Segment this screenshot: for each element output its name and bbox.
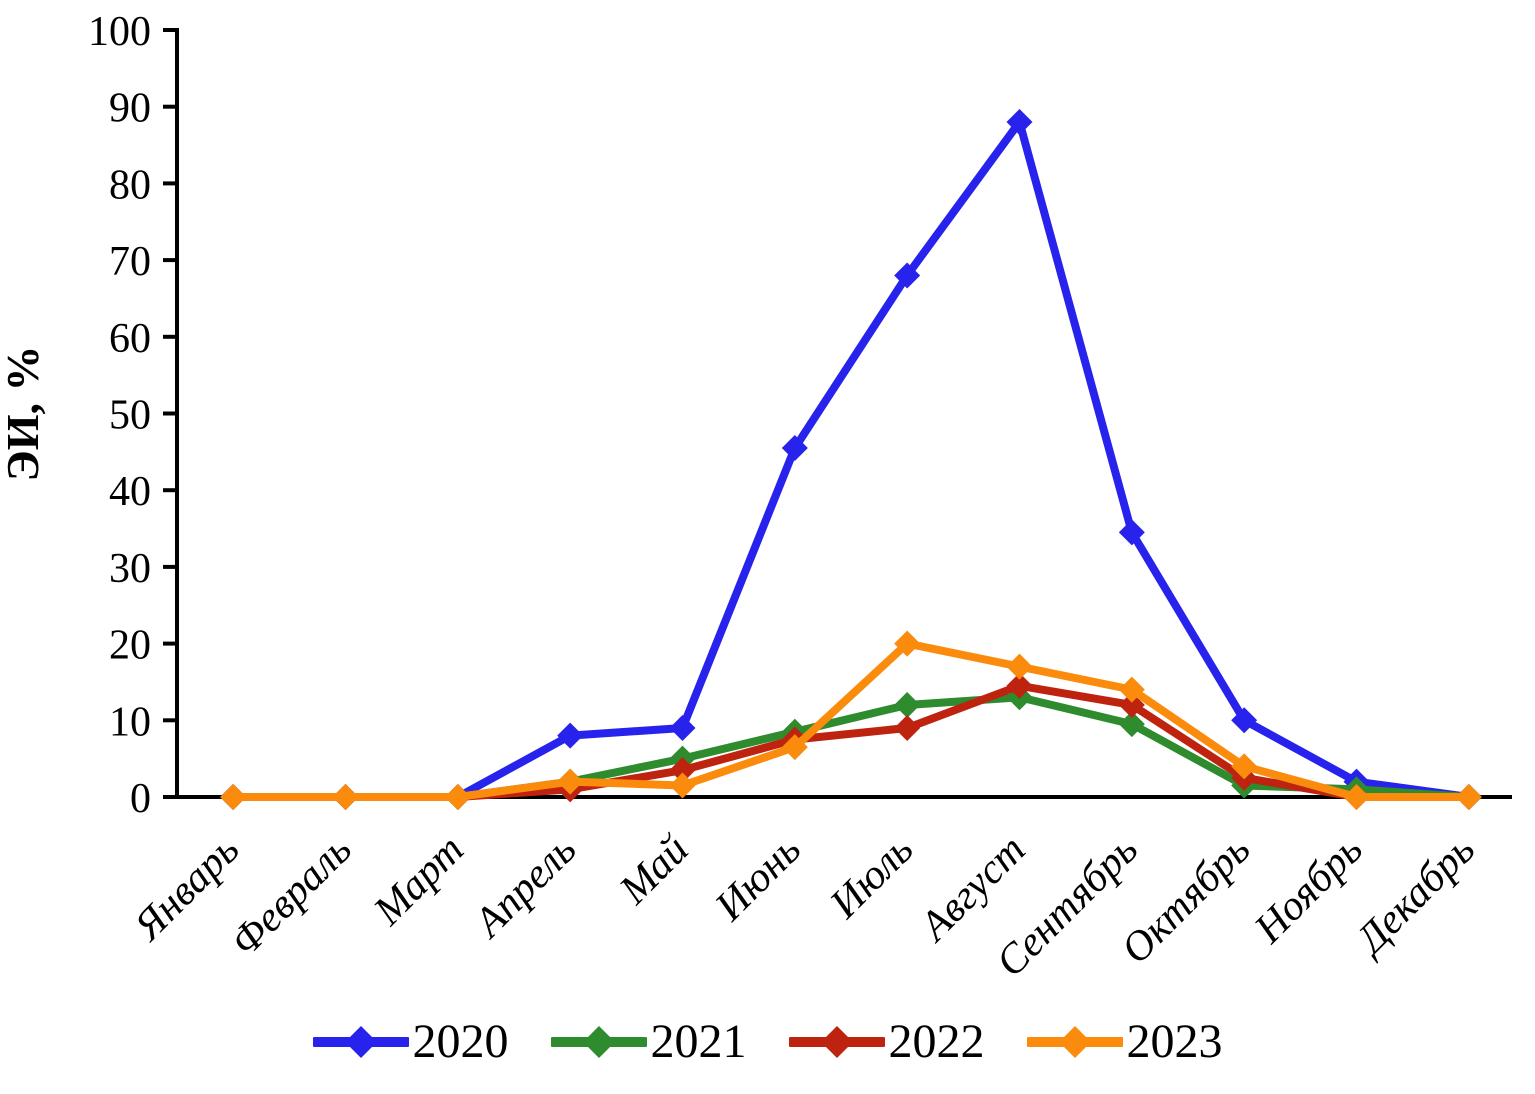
legend-marker-2022-icon: [788, 1026, 885, 1058]
y-tick-label: 100: [88, 9, 151, 55]
legend: 2020 2021 2022 2023: [0, 1018, 1535, 1066]
series-marker-2020-Апрель: [557, 722, 584, 749]
series-marker-2021-Июль: [894, 691, 921, 718]
legend-item-2022: 2022: [788, 1015, 985, 1068]
x-tick-label: Февраль: [222, 827, 361, 966]
y-tick-label: 60: [109, 316, 151, 362]
series-marker-2023-Август: [1006, 653, 1033, 680]
y-tick-label: 90: [109, 86, 151, 132]
legend-label-2020: 2020: [412, 1015, 509, 1068]
series-marker-2023-Февраль: [332, 784, 359, 810]
series-marker-2023-Сентябрь: [1118, 676, 1145, 703]
series-marker-2023-Декабрь: [1455, 784, 1482, 810]
legend-diamond-icon: [820, 1026, 853, 1058]
series-marker-2020-Август: [1006, 109, 1033, 136]
series-marker-2020-Июль: [894, 262, 921, 289]
y-tick-label: 0: [130, 776, 151, 822]
legend-label-2023: 2023: [1126, 1015, 1223, 1068]
series-marker-2023-Январь: [220, 784, 247, 810]
x-tick-label: Июнь: [706, 827, 810, 931]
legend-diamond-icon: [1058, 1026, 1091, 1058]
legend-marker-2023-icon: [1026, 1026, 1123, 1058]
y-tick-label: 20: [109, 623, 151, 669]
x-tick-label: Май: [610, 827, 697, 914]
y-tick-label: 10: [109, 699, 151, 745]
series-marker-2023-Март: [444, 784, 471, 810]
legend-diamond-icon: [344, 1026, 377, 1058]
legend-item-2023: 2023: [1026, 1015, 1223, 1068]
legend-item-2020: 2020: [312, 1015, 509, 1068]
y-tick-label: 40: [109, 469, 151, 515]
y-axis-title: ЭИ, %: [0, 346, 48, 482]
legend-label-2022: 2022: [888, 1015, 985, 1068]
series-marker-2020-Июнь: [781, 435, 808, 462]
series-marker-2023-Апрель: [557, 768, 584, 795]
y-tick-label: 70: [109, 239, 151, 285]
series-marker-2023-Май: [669, 772, 696, 799]
series-marker-2023-Июль: [894, 630, 921, 657]
legend-item-2021: 2021: [550, 1015, 747, 1068]
series-2023: [220, 630, 1482, 810]
y-tick-label: 50: [109, 393, 151, 439]
x-tick-label: Март: [365, 827, 473, 935]
series-marker-2020-Октябрь: [1231, 707, 1258, 734]
legend-marker-2020-icon: [312, 1026, 409, 1058]
series-marker-2022-Июль: [894, 714, 921, 741]
series-marker-2020-Сентябрь: [1118, 519, 1145, 546]
x-tick-label: Апрель: [464, 827, 585, 948]
series-marker-2020-Май: [669, 714, 696, 741]
series-line-2023: [229, 639, 1473, 801]
series-marker-2022-Август: [1006, 672, 1033, 699]
x-tick-label: Декабрь: [1345, 827, 1484, 966]
y-tick-label: 80: [109, 162, 151, 208]
series-marker-2023-Октябрь: [1231, 753, 1258, 780]
y-tick-label: 30: [109, 546, 151, 592]
legend-marker-2021-icon: [550, 1026, 647, 1058]
legend-label-2021: 2021: [650, 1015, 747, 1068]
series-2020: [220, 109, 1482, 810]
series-marker-2023-Ноябрь: [1343, 784, 1370, 810]
series-marker-2023-Июнь: [781, 734, 808, 761]
x-tick-label: Июль: [821, 827, 922, 928]
series-marker-2022-Май: [669, 757, 696, 784]
series-marker-2021-Сентябрь: [1118, 711, 1145, 738]
legend-diamond-icon: [582, 1026, 615, 1058]
